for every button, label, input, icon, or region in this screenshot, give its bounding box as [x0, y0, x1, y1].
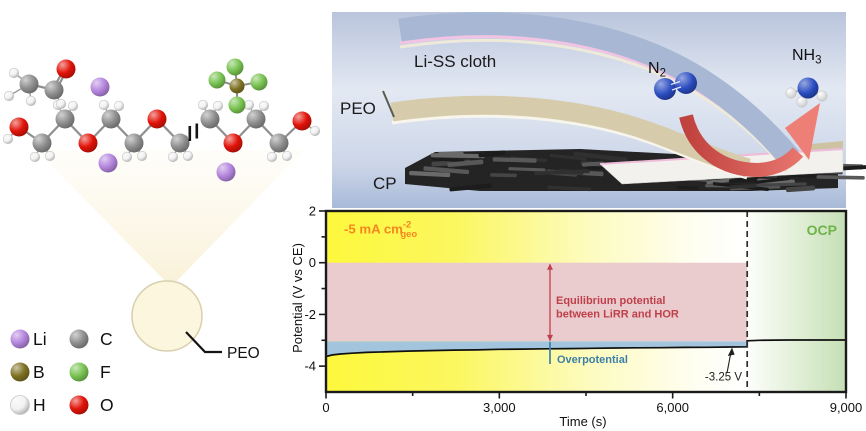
legend-swatch-H	[10, 395, 30, 415]
nh3-molecule	[785, 77, 828, 108]
electrolyte-panel: PEO Li C B F H O	[2, 58, 321, 415]
projection-cone	[36, 150, 304, 287]
svg-text:0: 0	[322, 400, 329, 415]
legend-swatch-Li	[10, 329, 30, 349]
peo-sphere	[131, 280, 203, 352]
molecule-atoms	[2, 58, 321, 182]
ocp-region	[747, 211, 846, 392]
legend-swatch-F	[69, 362, 89, 382]
svg-text:-2: -2	[304, 307, 316, 322]
potential-trace	[325, 339, 846, 358]
legend-swatch-O	[69, 395, 89, 415]
annotation-shapes	[547, 263, 735, 374]
current-density-annotation: -5 mA cm-2 geo	[344, 220, 417, 241]
tick-labels: 2 0 -2 -4 0 3,000 6,000 9,000	[304, 204, 862, 416]
y-axis-title: Potential (V vs CE)	[290, 243, 305, 353]
peo-sphere-label: PEO	[227, 345, 260, 362]
overpotential-annotation: Overpotential	[557, 354, 628, 366]
li-ss-cloth-label: Li-SS cloth	[414, 52, 496, 71]
li-ion	[216, 162, 236, 182]
svg-text:2: 2	[309, 204, 316, 219]
n2-label: N2	[648, 60, 666, 80]
cp-layer-label: CP	[373, 174, 397, 193]
legend-label-C: C	[100, 329, 113, 349]
overpotential-band	[326, 341, 748, 357]
ocp-annotation: OCP	[807, 222, 837, 238]
legend-swatch-C	[69, 329, 89, 349]
n2-molecule	[654, 72, 697, 100]
legend-label-F: F	[100, 362, 111, 382]
li-ss-cloth-ribbon	[398, 12, 799, 173]
axis-ticks	[319, 210, 847, 399]
legend-label-O: O	[100, 395, 114, 415]
final-potential-annotation: -3.25 V	[705, 372, 742, 384]
svg-text:9,000: 9,000	[830, 400, 863, 415]
chronopotentiometry-chart: 2 0 -2 -4 0 3,000 6,000 9,000 -5 mA cm-2 geo OCP…	[290, 204, 862, 430]
li-ion	[98, 153, 118, 173]
legend-swatch-B	[10, 362, 30, 382]
cell-schematic-panel: Li-SS cloth PEO CP N2 NH3	[332, 12, 866, 208]
equilibrium-annotation-line2: between LiRR and HOR	[556, 309, 679, 321]
svg-text:3,000: 3,000	[483, 400, 516, 415]
legend-label-Li: Li	[33, 329, 47, 349]
x-axis-title: Time (s)	[559, 414, 606, 429]
polymer-repeat-break-symbol	[188, 123, 199, 141]
svg-text:6,000: 6,000	[656, 400, 689, 415]
peo-layer-label: PEO	[340, 99, 376, 118]
chart-plot-area: 2 0 -2 -4 0 3,000 6,000 9,000	[304, 204, 862, 416]
electrolyte-molecule	[2, 58, 321, 182]
equilibrium-annotation-line1: Equilibrium potential	[556, 295, 665, 307]
atom-legend: Li C B F H O	[10, 329, 114, 415]
svg-text:0: 0	[309, 255, 316, 270]
li-ion	[90, 77, 110, 97]
schematic-artwork	[332, 12, 866, 208]
peo-callout-line	[185, 331, 222, 354]
conversion-arrow	[679, 103, 820, 178]
equilibrium-potential-band	[326, 262, 748, 342]
legend-label-H: H	[33, 395, 46, 415]
nh3-label: NH3	[792, 47, 822, 67]
legend-label-B: B	[33, 362, 45, 382]
svg-text:-4: -4	[304, 359, 316, 374]
